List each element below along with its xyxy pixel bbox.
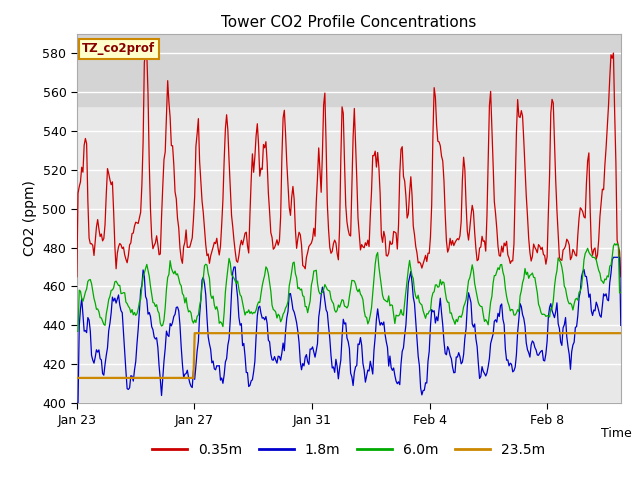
Text: TZ_co2prof: TZ_co2prof: [82, 42, 156, 55]
Title: Tower CO2 Profile Concentrations: Tower CO2 Profile Concentrations: [221, 15, 477, 30]
Legend: 0.35m, 1.8m, 6.0m, 23.5m: 0.35m, 1.8m, 6.0m, 23.5m: [147, 438, 550, 463]
Bar: [77, 34, 621, 106]
Y-axis label: CO2 (ppm): CO2 (ppm): [23, 180, 37, 256]
X-axis label: Time: Time: [601, 427, 632, 440]
